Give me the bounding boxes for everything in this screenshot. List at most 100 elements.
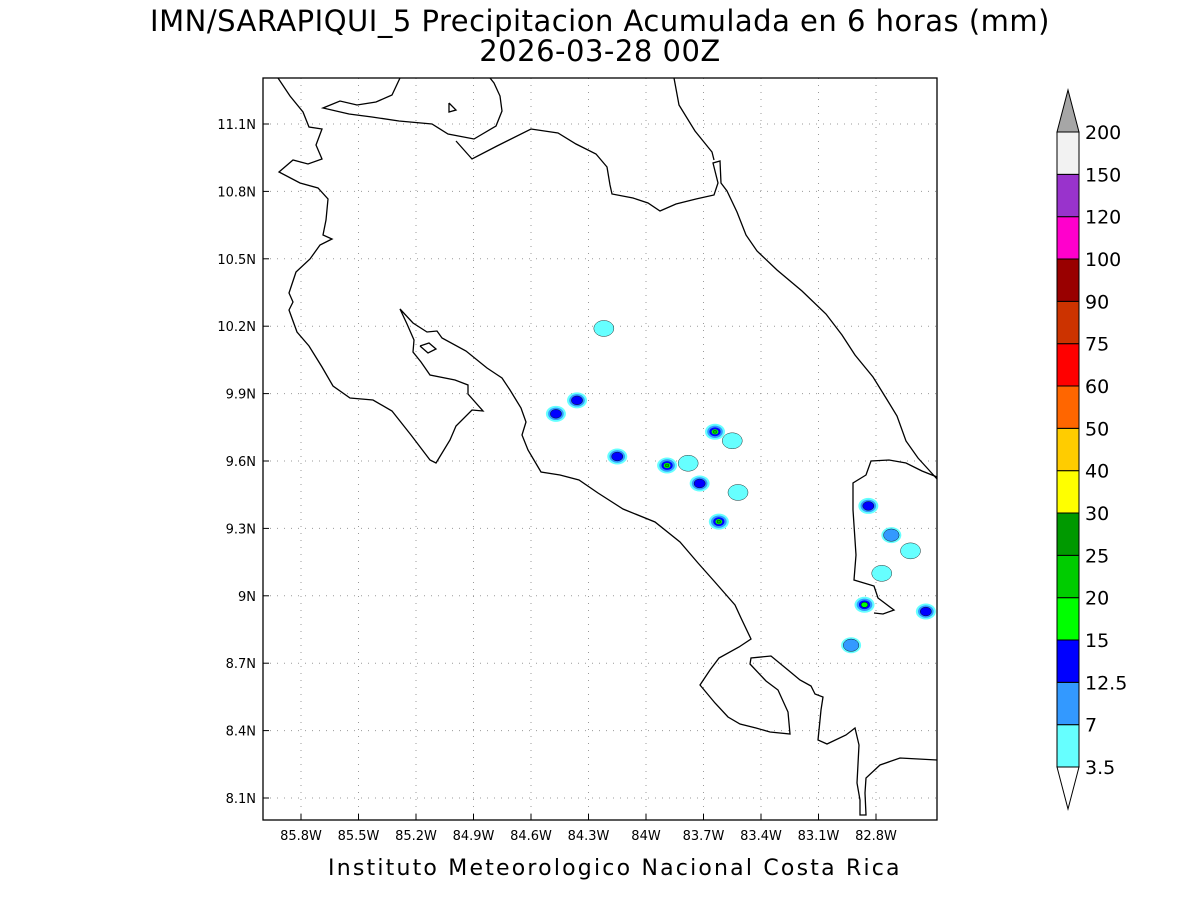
colorbar-label: 100 xyxy=(1085,249,1121,271)
y-tick-label: 10.8N xyxy=(217,185,256,200)
rain-cell xyxy=(593,320,615,337)
colorbar-upper-arrow xyxy=(1056,88,1080,133)
rain-contour xyxy=(550,409,562,419)
precipitation-contours xyxy=(545,320,936,654)
colorbar-swatch xyxy=(1056,724,1080,768)
rain-contour xyxy=(920,606,932,617)
x-tick-label: 83.7W xyxy=(683,829,725,844)
rain-contour xyxy=(693,478,706,489)
colorbar-label: 120 xyxy=(1085,207,1121,229)
rain-cell xyxy=(854,596,875,613)
latitude-axis: 11.1N 10.8N 10.5N 10.2N 9.9N 9.6N 9.3N 9N 8.7N 8.… xyxy=(217,118,269,807)
colorbar-label: 40 xyxy=(1085,461,1109,483)
y-tick-label: 8.4N xyxy=(226,725,256,740)
rain-contour xyxy=(843,638,860,652)
colorbar-label: 150 xyxy=(1085,164,1121,186)
rain-cell xyxy=(567,392,587,409)
y-tick-label: 10.2N xyxy=(217,320,256,335)
map-frame xyxy=(262,77,938,821)
colorbar-label: 3.5 xyxy=(1085,757,1115,779)
rain-cell xyxy=(689,475,710,492)
colorbar-swatch xyxy=(1056,216,1080,260)
y-tick-label: 11.1N xyxy=(217,118,256,133)
rain-cell xyxy=(657,457,678,474)
colorbar-swatch xyxy=(1056,554,1080,599)
colorbar-label: 200 xyxy=(1085,122,1121,144)
colorbar-swatch xyxy=(1056,681,1080,726)
colorbar-lower-arrow xyxy=(1056,766,1080,811)
y-tick-label: 9.9N xyxy=(226,388,256,403)
x-tick-label: 85.8W xyxy=(280,829,322,844)
rain-cell xyxy=(705,423,725,440)
coastline xyxy=(277,78,937,816)
colorbar-label: 60 xyxy=(1085,376,1109,398)
x-tick-label: 85.2W xyxy=(395,829,437,844)
y-tick-label: 10.5N xyxy=(217,253,256,268)
x-tick-label: 85.5W xyxy=(338,829,380,844)
rain-contour xyxy=(871,565,892,582)
rain-contour xyxy=(713,430,718,434)
colorbar-swatch xyxy=(1056,258,1080,302)
colorbar-label: 20 xyxy=(1085,588,1109,610)
colorbar-label: 90 xyxy=(1085,291,1109,313)
footer-credit: Instituto Meteorologico Nacional Costa R… xyxy=(328,856,902,881)
rain-cell xyxy=(858,497,879,514)
map-subtitle-date: 2026-03-28 00Z xyxy=(479,34,721,68)
rain-contour xyxy=(665,463,670,468)
x-tick-label: 84.6W xyxy=(510,829,552,844)
colorbar-swatch xyxy=(1056,173,1080,218)
colorbar-label: 75 xyxy=(1085,334,1109,356)
y-tick-label: 9.6N xyxy=(226,455,256,470)
rain-cell xyxy=(900,542,921,560)
colorbar-legend: 3.5 7 12.5 15 20 25 30 40 50 60 75 90 100 120 150 200 xyxy=(1056,88,1127,811)
x-tick-label: 83.1W xyxy=(798,829,840,844)
rain-cell xyxy=(607,448,628,465)
map-grid xyxy=(263,78,937,820)
rain-contour xyxy=(611,451,624,462)
rain-contour xyxy=(883,528,900,542)
colorbar-swatch xyxy=(1056,131,1080,175)
rain-contour xyxy=(900,542,921,560)
colorbar-swatch xyxy=(1056,639,1080,683)
rain-cell xyxy=(708,513,729,530)
colorbar-swatch xyxy=(1056,427,1080,472)
y-tick-label: 9N xyxy=(238,590,256,605)
rain-contour xyxy=(571,395,583,405)
colorbar-label: 50 xyxy=(1085,418,1109,440)
rain-cell xyxy=(915,603,936,620)
x-tick-label: 83.4W xyxy=(740,829,782,844)
map-title: IMN/SARAPIQUI_5 Precipitacion Acumulada … xyxy=(150,4,1050,38)
colorbar-swatch xyxy=(1056,597,1080,641)
x-tick-label: 84W xyxy=(631,829,661,844)
rain-contour xyxy=(593,320,615,337)
colorbar-swatch xyxy=(1056,300,1080,345)
x-tick-label: 84.9W xyxy=(453,829,495,844)
rain-contour xyxy=(860,601,869,608)
rain-contour xyxy=(862,501,875,511)
colorbar-swatch xyxy=(1056,470,1080,514)
longitude-axis: 85.8W 85.5W 85.2W 84.9W 84.6W 84.3W 84W 83.7W 83… xyxy=(280,814,897,844)
colorbar-label: 7 xyxy=(1085,715,1097,737)
rain-contour xyxy=(677,455,699,472)
rain-cell xyxy=(881,527,902,544)
rain-cell xyxy=(677,455,699,472)
rain-cell xyxy=(545,405,566,422)
rain-cell xyxy=(722,432,743,449)
colorbar-label: 30 xyxy=(1085,503,1109,525)
x-tick-label: 82.8W xyxy=(855,829,897,844)
colorbar-swatch xyxy=(1056,512,1080,556)
colorbar-swatch xyxy=(1056,343,1080,387)
x-tick-label: 84.3W xyxy=(568,829,610,844)
rain-contour xyxy=(727,484,749,501)
colorbar-label: 25 xyxy=(1085,545,1109,567)
rain-contour xyxy=(716,519,721,524)
colorbar-swatch xyxy=(1056,385,1080,429)
y-tick-label: 9.3N xyxy=(226,522,256,537)
y-tick-label: 8.7N xyxy=(226,657,256,672)
rain-cell xyxy=(727,484,749,501)
rain-contour xyxy=(722,432,743,449)
y-tick-label: 8.1N xyxy=(226,792,256,807)
rain-cell xyxy=(841,637,862,654)
rain-cell xyxy=(871,565,892,582)
